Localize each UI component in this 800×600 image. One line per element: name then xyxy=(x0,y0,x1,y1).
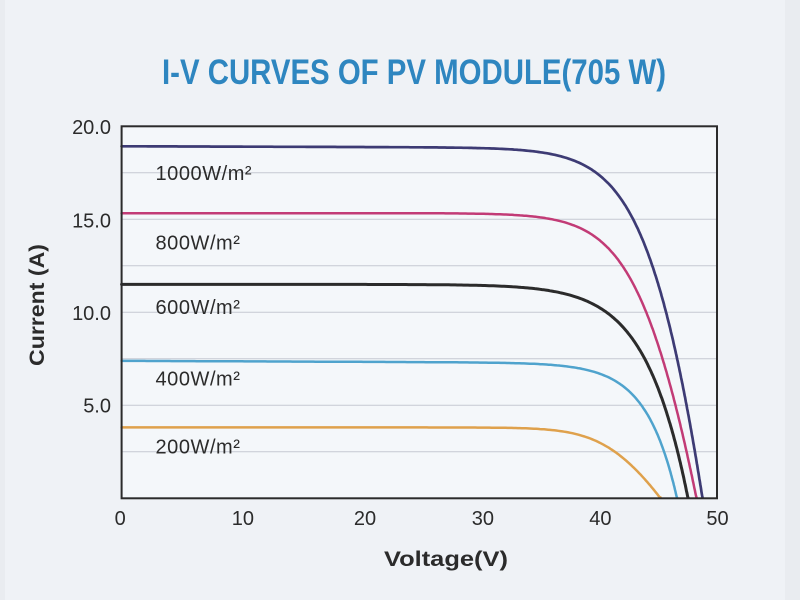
svg-text:I-V CURVES OF PV MODULE(705 W): I-V CURVES OF PV MODULE(705 W) xyxy=(162,53,666,92)
svg-text:20.0: 20.0 xyxy=(72,117,111,139)
svg-text:50: 50 xyxy=(706,508,728,530)
svg-text:Voltage(V): Voltage(V) xyxy=(384,548,508,571)
svg-text:30: 30 xyxy=(472,508,494,530)
svg-text:5.0: 5.0 xyxy=(83,396,111,418)
svg-text:10.0: 10.0 xyxy=(72,303,111,325)
svg-text:600W/m²: 600W/m² xyxy=(156,297,241,319)
svg-text:10: 10 xyxy=(232,508,254,530)
svg-text:0: 0 xyxy=(115,508,126,530)
svg-text:20: 20 xyxy=(354,508,376,530)
svg-text:Current (A): Current (A) xyxy=(26,244,49,366)
svg-text:15.0: 15.0 xyxy=(72,210,111,232)
svg-text:200W/m²: 200W/m² xyxy=(156,436,241,458)
svg-text:1000W/m²: 1000W/m² xyxy=(156,163,253,185)
svg-text:40: 40 xyxy=(589,508,611,530)
svg-text:400W/m²: 400W/m² xyxy=(156,368,241,390)
svg-text:800W/m²: 800W/m² xyxy=(156,232,241,254)
